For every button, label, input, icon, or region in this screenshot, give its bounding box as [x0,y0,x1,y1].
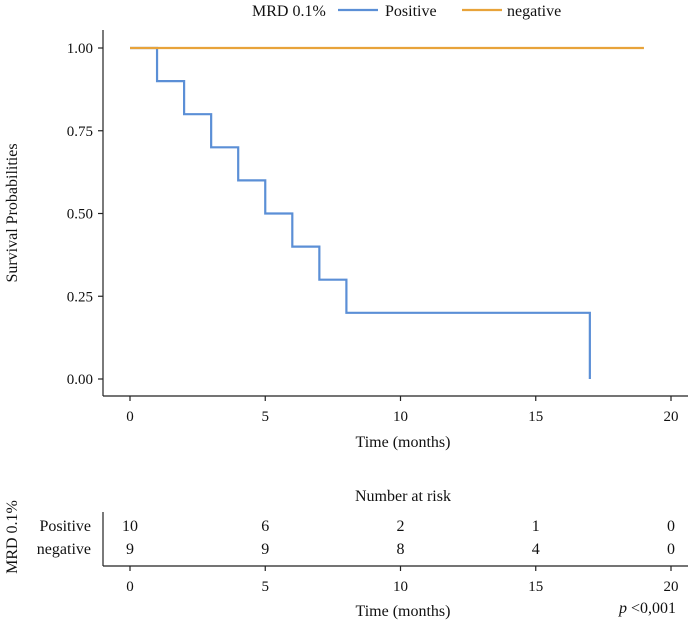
curve-positive [130,46,591,379]
x-tick-label-1: 5 [262,409,270,425]
risk-table-title: Number at risk [355,488,451,505]
risk-cells: 10 6 2 1 09 9 8 4 0 [122,518,675,558]
risk-x-tick-label-0: 0 [126,579,134,595]
legend-title: MRD 0.1% [252,3,326,20]
risk-x-tick-label-4: 20 [664,579,679,595]
y-tick-label-0: 0.00 [67,372,93,388]
risk-x-tick-label-3: 15 [528,579,543,595]
risk-cell-negative-2: 8 [397,541,405,558]
risk-row-label-positive: Positive [39,518,91,535]
y-tick-label-3: 0.75 [67,124,93,140]
risk-x-tick-label-1: 5 [262,579,270,595]
legend-label-negative: negative [507,3,561,20]
y-tick-label-1: 0.25 [67,289,93,305]
risk-x-ticks: 0 5 10 15 20 [126,566,679,595]
risk-table: Number at risk MRD 0.1% Positive negativ… [4,488,688,620]
p-value-text: <0,001 [631,600,676,617]
risk-cell-positive-0: 10 [122,518,138,535]
risk-cell-negative-4: 0 [667,541,675,558]
y-ticks: 0.00 0.25 0.50 0.75 1.00 [67,41,103,388]
x-tick-label-4: 20 [664,409,679,425]
risk-row-label-negative: negative [37,541,91,558]
x-tick-label-0: 0 [126,409,134,425]
p-value-symbol: p [618,600,627,617]
x-tick-label-3: 15 [528,409,543,425]
x-ticks: 0 5 10 15 20 [126,396,679,425]
legend: MRD 0.1% Positive negative [252,3,561,20]
y-tick-label-4: 1.00 [67,41,93,57]
survival-curves [130,46,644,379]
main-plot: 0.00 0.25 0.50 0.75 1.00 0 5 10 15 20 Survival P… [4,30,688,451]
legend-label-positive: Positive [385,3,437,20]
risk-x-axis-label: Time (months) [356,603,451,620]
x-tick-label-2: 10 [393,409,408,425]
risk-cell-positive-1: 6 [261,518,269,535]
risk-cell-positive-3: 1 [532,518,540,535]
y-axis-label: Survival Probabilities [4,143,21,282]
p-value: p <0,001 [618,600,676,617]
risk-cell-negative-1: 9 [261,541,269,558]
risk-cell-negative-0: 9 [126,541,134,558]
x-axis-label: Time (months) [356,434,451,451]
risk-strata-label: MRD 0.1% [4,500,21,574]
risk-cell-positive-4: 0 [667,518,675,535]
risk-cell-negative-3: 4 [532,541,540,558]
risk-x-tick-label-2: 10 [393,579,408,595]
risk-cell-positive-2: 2 [397,518,405,535]
y-tick-label-2: 0.50 [67,207,93,223]
